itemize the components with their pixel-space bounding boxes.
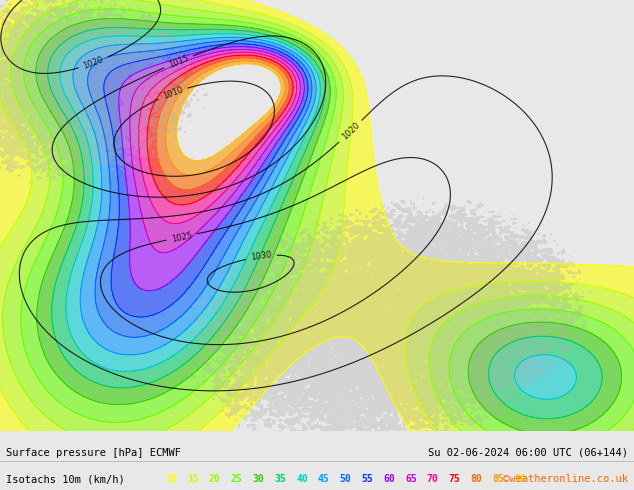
Text: 75: 75 xyxy=(449,474,460,485)
Text: 70: 70 xyxy=(427,474,439,485)
Text: 65: 65 xyxy=(405,474,417,485)
Text: 1010: 1010 xyxy=(161,85,184,101)
Text: 20: 20 xyxy=(209,474,221,485)
Text: 60: 60 xyxy=(383,474,395,485)
Text: 1030: 1030 xyxy=(250,250,273,263)
Text: 35: 35 xyxy=(275,474,286,485)
Text: 50: 50 xyxy=(340,474,351,485)
Text: 1025: 1025 xyxy=(171,230,193,244)
Text: Isotachs 10m (km/h): Isotachs 10m (km/h) xyxy=(6,474,125,485)
Text: 30: 30 xyxy=(252,474,264,485)
Text: ©weatheronline.co.uk: ©weatheronline.co.uk xyxy=(503,474,628,485)
Text: Su 02-06-2024 06:00 UTC (06+144): Su 02-06-2024 06:00 UTC (06+144) xyxy=(428,448,628,458)
Text: 90: 90 xyxy=(514,474,526,485)
Text: 40: 40 xyxy=(296,474,308,485)
Text: 80: 80 xyxy=(470,474,482,485)
Text: 15: 15 xyxy=(187,474,199,485)
Text: 85: 85 xyxy=(492,474,504,485)
Text: Surface pressure [hPa] ECMWF: Surface pressure [hPa] ECMWF xyxy=(6,448,181,458)
Text: 55: 55 xyxy=(361,474,373,485)
Text: 10: 10 xyxy=(165,474,177,485)
Text: 45: 45 xyxy=(318,474,330,485)
Text: 1015: 1015 xyxy=(167,54,190,70)
Text: 1020: 1020 xyxy=(82,55,105,71)
Text: 25: 25 xyxy=(231,474,242,485)
Text: 1020: 1020 xyxy=(340,121,361,142)
